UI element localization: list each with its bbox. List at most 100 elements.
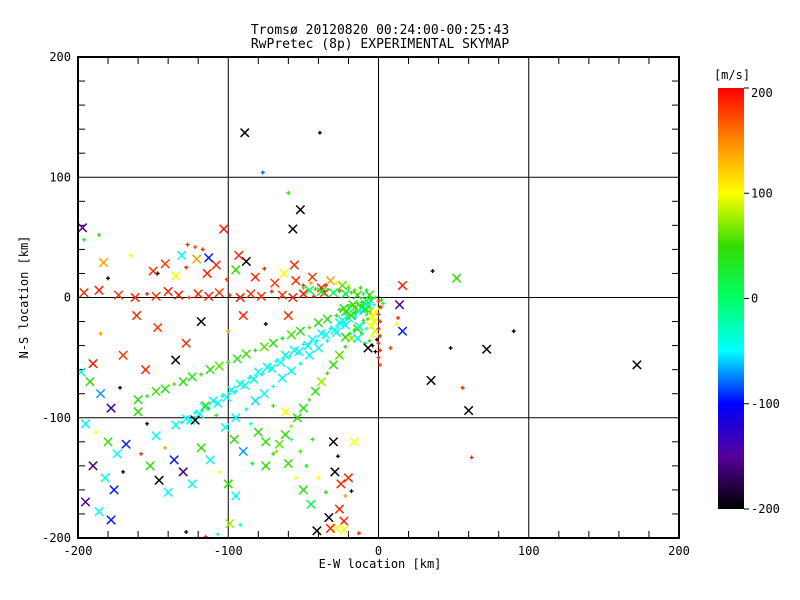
data-point (301, 342, 306, 347)
data-point (352, 333, 363, 344)
data-point (155, 271, 160, 276)
data-point (294, 346, 304, 357)
data-point (214, 413, 219, 418)
data-point (376, 355, 381, 360)
data-point (196, 443, 206, 453)
data-point (397, 280, 408, 291)
y-tick-label: 100 (49, 170, 71, 184)
data-point (378, 333, 383, 338)
data-point (304, 350, 315, 360)
data-point (364, 288, 369, 293)
data-point (312, 526, 322, 536)
data-point (118, 385, 123, 390)
data-point (241, 349, 252, 359)
colorbar-tick-label: 200 (751, 86, 773, 100)
data-point (298, 361, 303, 366)
data-point (256, 291, 267, 302)
data-point (246, 289, 256, 299)
data-point (337, 315, 348, 326)
data-point (140, 364, 151, 375)
data-point (337, 289, 342, 294)
data-point (85, 376, 95, 387)
data-point (373, 349, 378, 354)
colorbar-unit-label: [m/s] (714, 68, 750, 82)
chart-title: Tromsø 20120820 00:24:00-00:25:43 (251, 23, 509, 38)
data-point (334, 281, 339, 286)
data-point (263, 321, 268, 326)
data-point (316, 475, 321, 480)
data-point (276, 357, 286, 368)
data-point (106, 403, 116, 413)
data-point (95, 388, 106, 399)
data-point (348, 299, 358, 310)
data-point (145, 291, 150, 296)
data-point (325, 523, 336, 534)
data-point (222, 392, 232, 403)
data-point (240, 380, 250, 391)
data-point (109, 485, 119, 495)
data-point (94, 506, 104, 517)
data-point (193, 410, 198, 415)
data-point (343, 473, 354, 483)
data-point (388, 346, 393, 351)
data-point (310, 437, 315, 442)
data-point (113, 290, 124, 300)
data-point (349, 437, 360, 447)
data-point (313, 318, 324, 328)
data-point (178, 467, 188, 477)
data-point (334, 350, 345, 360)
data-point (185, 415, 196, 425)
data-point (217, 469, 222, 474)
data-point (196, 316, 206, 327)
data-point (289, 424, 294, 429)
data-point (231, 413, 241, 423)
data-point (193, 244, 198, 249)
data-point (340, 289, 351, 299)
data-point (355, 301, 360, 306)
data-point (211, 260, 221, 270)
y-axis-tick-labels: -200 -100 0 100 200 (42, 50, 71, 545)
data-point (463, 405, 474, 416)
chart-subtitle: RwPretec (8p) EXPERIMENTAL SKYMAP (251, 37, 509, 52)
data-point (426, 375, 436, 386)
data-point (328, 437, 339, 447)
data-point (248, 421, 253, 426)
data-point (343, 344, 348, 349)
data-point (352, 327, 357, 332)
data-point (94, 285, 104, 296)
data-point (378, 319, 383, 324)
data-point (335, 454, 340, 459)
data-point (170, 271, 181, 281)
x-axis-tick-labels: -200 -100 0 100 200 (64, 544, 690, 558)
data-point (339, 303, 349, 314)
data-point (364, 290, 375, 300)
data-point (274, 359, 279, 364)
data-point (271, 384, 276, 389)
data-point (203, 253, 214, 263)
data-point (289, 437, 294, 442)
data-point (343, 493, 348, 498)
data-point (214, 287, 224, 298)
data-point (106, 515, 116, 525)
data-point (311, 294, 316, 299)
data-point (298, 485, 309, 495)
data-point (151, 431, 161, 441)
data-point (288, 224, 298, 234)
y-tick-label: -100 (42, 411, 71, 425)
colorbar: [m/s] 200 100 0 -100 -200 (714, 68, 780, 516)
data-point (378, 362, 383, 367)
data-point (394, 299, 405, 310)
data-point (286, 330, 297, 340)
y-tick-label: 200 (49, 50, 71, 64)
data-point (226, 360, 231, 365)
data-point (280, 407, 291, 417)
data-point (323, 283, 328, 288)
data-point (231, 491, 241, 501)
data-point (394, 321, 399, 326)
data-point (352, 288, 357, 293)
data-point (253, 348, 258, 353)
data-point (307, 272, 318, 282)
data-point (271, 403, 276, 408)
data-point (152, 322, 163, 333)
data-point (160, 259, 170, 269)
